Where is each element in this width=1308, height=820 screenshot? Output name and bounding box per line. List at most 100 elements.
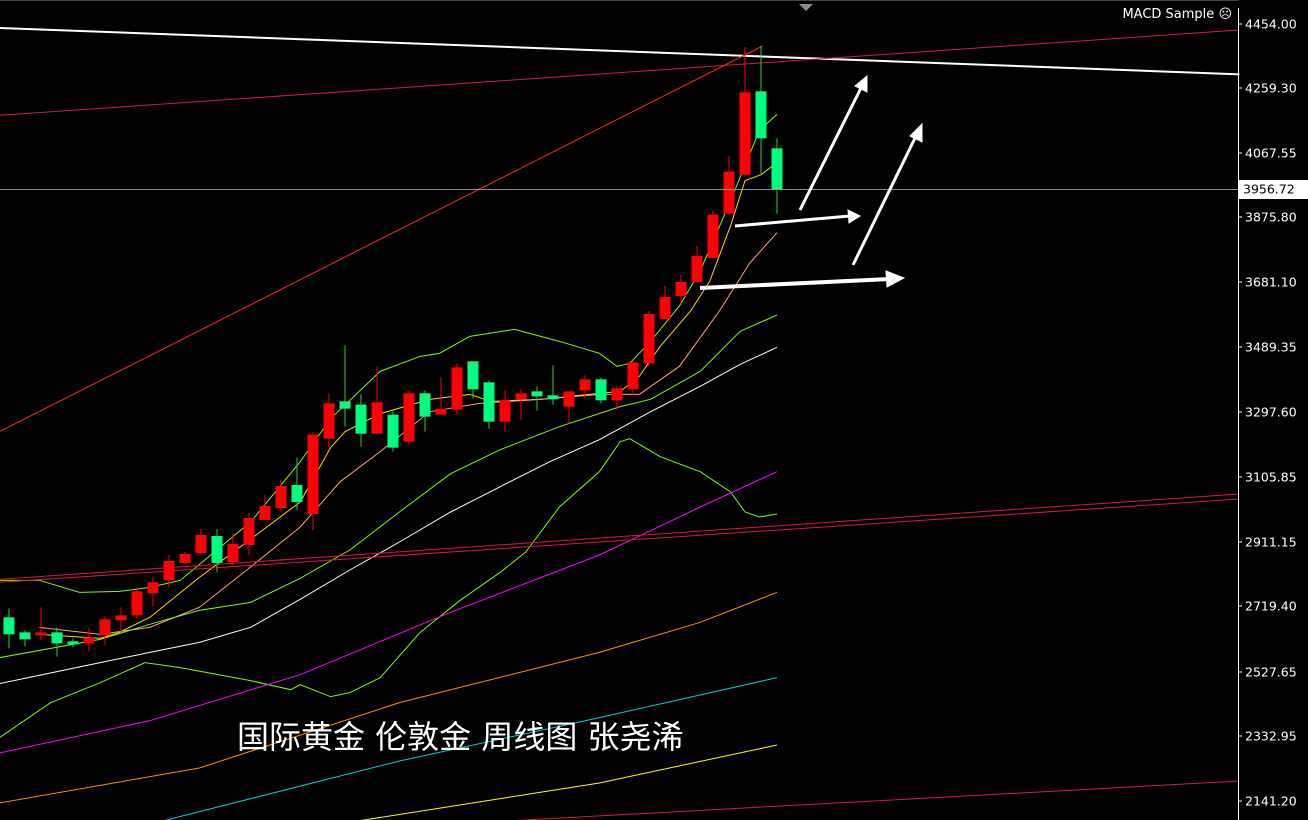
arrow-right-1: [734, 214, 851, 228]
indicator-line: [164, 677, 778, 820]
indicator-line: [0, 113, 778, 593]
candle-body: [51, 632, 63, 644]
candle: [435, 377, 447, 415]
candle-body: [755, 91, 767, 139]
candle-body: [675, 282, 687, 296]
arrow-head-icon: [909, 122, 923, 143]
y-tick-label: 4067.55: [1245, 146, 1297, 161]
candle: [179, 552, 191, 564]
chart-shift-marker-icon[interactable]: [799, 4, 813, 11]
candle-body: [371, 402, 383, 434]
candle: [611, 386, 623, 410]
candle: [387, 410, 399, 452]
candle: [163, 555, 175, 588]
candle: [659, 286, 671, 319]
candle-body: [467, 361, 479, 390]
candle-body: [179, 554, 191, 563]
candle-body: [435, 408, 447, 415]
candles: [3, 46, 783, 657]
trend-line[interactable]: [0, 498, 1240, 583]
candle: [531, 386, 543, 411]
y-tick-label: 3875.80: [1245, 210, 1297, 225]
candle: [627, 361, 639, 396]
candle-body: [259, 506, 271, 520]
indicator-lines: [0, 113, 778, 820]
current-price-label: 3956.72: [1239, 180, 1308, 199]
y-tick-label: 2719.40: [1245, 599, 1297, 614]
y-tick-label: 2141.20: [1245, 794, 1297, 809]
candle: [739, 47, 751, 176]
price-axis[interactable]: 4454.00 4259.30 4067.55 3875.80 3681.10 3489.…: [1238, 17, 1297, 809]
candle-body: [627, 362, 639, 390]
candle-body: [451, 367, 463, 410]
candle-body: [83, 637, 95, 644]
candle-body: [659, 297, 671, 319]
candle: [499, 390, 511, 432]
trend-line[interactable]: [0, 45, 763, 432]
arrow-head-icon: [847, 209, 862, 224]
candle: [563, 391, 575, 424]
candle-body: [739, 92, 751, 175]
indicator-line: [0, 471, 778, 754]
candle-body: [3, 617, 15, 635]
candle: [643, 311, 655, 367]
candle: [403, 390, 415, 445]
y-tick-label: 4259.30: [1245, 81, 1297, 96]
candle-body: [387, 414, 399, 448]
candle-body: [771, 148, 783, 190]
candle-body: [723, 171, 735, 214]
indicator-line: [360, 744, 778, 820]
candle-body: [595, 379, 607, 401]
candle-body: [243, 518, 255, 545]
candle-body: [547, 395, 559, 400]
candle-body: [19, 632, 31, 640]
candle-body: [115, 615, 127, 621]
y-tick-label: 3681.10: [1245, 275, 1297, 290]
candle: [339, 345, 351, 427]
annotation-arrows: [699, 74, 923, 290]
candle-body: [323, 403, 335, 439]
candle: [771, 138, 783, 214]
candle-body: [275, 486, 287, 508]
arrow-up-1: [798, 85, 864, 211]
indicator-line: [0, 591, 778, 804]
candle: [579, 375, 591, 399]
trend-line[interactable]: [0, 27, 1240, 76]
candle-body: [131, 591, 143, 616]
trend-lines: [0, 27, 1240, 820]
indicator-line: [0, 314, 778, 659]
candle: [195, 529, 207, 555]
candle-body: [339, 401, 351, 409]
y-tick-label: 2332.95: [1245, 729, 1297, 744]
candle: [275, 479, 287, 512]
trend-line[interactable]: [500, 780, 1240, 820]
candle: [3, 608, 15, 649]
y-tick-label: 3489.35: [1245, 340, 1297, 355]
chart-watermark-title: 国际黄金 伦敦金 周线图 张尧浠: [237, 718, 684, 756]
candle: [35, 607, 47, 641]
candle-body: [707, 214, 719, 258]
candle: [67, 638, 79, 648]
candle-body: [419, 393, 431, 417]
candle-body: [499, 400, 511, 422]
candle-body: [643, 314, 655, 364]
candle-body: [195, 535, 207, 553]
candle-body: [563, 391, 575, 407]
arrow-head-icon: [854, 74, 868, 93]
candle: [227, 533, 239, 565]
trend-line[interactable]: [0, 29, 1240, 116]
candle: [515, 389, 527, 420]
trend-line[interactable]: [0, 493, 1240, 580]
indicator-line: [0, 346, 778, 685]
candle-body: [163, 561, 175, 581]
candle-body: [291, 485, 303, 502]
candle: [371, 366, 383, 434]
candle: [115, 607, 127, 633]
candle-body: [611, 388, 623, 401]
expert-advisor-label[interactable]: MACD Sample ☹: [1122, 7, 1232, 22]
candle: [451, 363, 463, 415]
candle: [99, 616, 111, 646]
candle: [211, 529, 223, 573]
candle-body: [355, 404, 367, 434]
